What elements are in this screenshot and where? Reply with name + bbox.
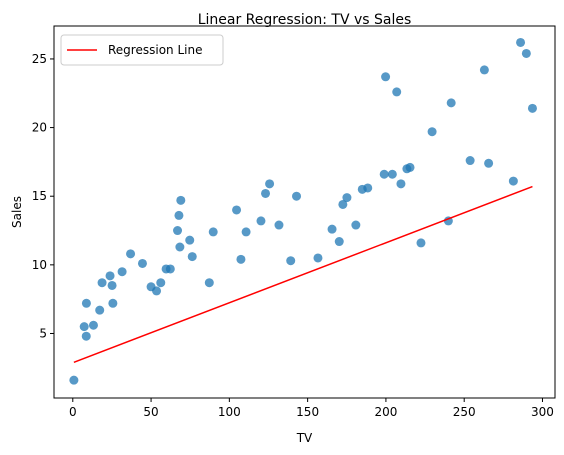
scatter-point — [427, 127, 437, 137]
scatter-points — [69, 37, 537, 385]
scatter-point — [405, 162, 415, 172]
x-tick-label: 0 — [69, 405, 77, 419]
y-tick-label: 15 — [32, 189, 47, 203]
scatter-point — [256, 216, 266, 226]
scatter-point — [176, 195, 186, 205]
plot-frame — [53, 25, 556, 399]
scatter-point — [174, 210, 184, 220]
scatter-point — [521, 48, 531, 58]
legend-label-regression-line: Regression Line — [108, 43, 202, 57]
scatter-point — [204, 278, 214, 288]
scatter-point — [107, 280, 117, 290]
scatter-point — [69, 375, 79, 385]
scatter-point — [265, 179, 275, 189]
scatter-point — [286, 256, 296, 266]
scatter-point — [313, 253, 323, 263]
x-axis-title: TV — [296, 431, 313, 445]
scatter-point — [97, 278, 107, 288]
scatter-point — [292, 191, 302, 201]
x-tick-label: 150 — [296, 405, 319, 419]
scatter-point — [484, 158, 494, 168]
scatter-point — [208, 227, 218, 237]
scatter-point — [173, 226, 183, 236]
scatter-point — [165, 264, 175, 274]
scatter-point — [81, 331, 91, 341]
scatter-point — [342, 193, 352, 203]
scatter-point — [236, 254, 246, 264]
scatter-point — [175, 242, 185, 252]
scatter-point — [465, 156, 475, 166]
scatter-point — [117, 267, 127, 277]
scatter-point — [416, 238, 426, 248]
y-tick-label: 20 — [32, 121, 47, 135]
y-tick-label: 25 — [32, 52, 47, 66]
y-tick-label: 5 — [39, 326, 47, 340]
scatter-point — [387, 169, 397, 179]
x-tick-label: 100 — [218, 405, 241, 419]
scatter-point — [232, 205, 242, 215]
scatter-point — [334, 237, 344, 247]
legend: Regression Line — [60, 34, 224, 66]
scatter-point — [137, 258, 147, 268]
x-tick-label: 250 — [453, 405, 476, 419]
scatter-point — [108, 298, 118, 308]
x-tick-label: 200 — [374, 405, 397, 419]
scatter-point — [392, 87, 402, 97]
scatter-point — [95, 305, 105, 315]
scatter-point — [396, 179, 406, 189]
y-tick-label: 10 — [32, 258, 47, 272]
scatter-point — [327, 224, 337, 234]
scatter-point — [381, 72, 391, 82]
legend-box — [60, 34, 224, 66]
scatter-point — [274, 220, 284, 230]
scatter-point — [81, 298, 91, 308]
scatter-point — [187, 252, 197, 262]
scatter-point — [88, 320, 98, 330]
x-tick-label: 50 — [143, 405, 158, 419]
scatter-point — [479, 65, 489, 75]
scatter-point — [261, 188, 271, 198]
scatter-point — [79, 322, 89, 332]
scatter-point — [516, 37, 526, 47]
scatter-point — [126, 249, 136, 259]
scatter-point — [527, 103, 537, 113]
scatter-point — [351, 220, 361, 230]
x-tick-label: 300 — [531, 405, 554, 419]
scatter-point — [241, 227, 251, 237]
y-axis-ticks: 5 10 15 20 25 — [32, 52, 54, 340]
scatter-point — [185, 235, 195, 245]
y-axis-title: Sales — [10, 196, 24, 228]
scatter-point — [338, 199, 348, 209]
x-axis-ticks: 0 50 100 150 200 250 300 — [69, 398, 554, 419]
scatter-point — [508, 176, 518, 186]
scatter-point — [379, 169, 389, 179]
scatter-point — [105, 271, 115, 281]
regression-line-group — [73, 185, 533, 364]
scatter-point — [156, 278, 166, 288]
scatter-point — [446, 98, 456, 108]
scatter-point — [363, 183, 373, 193]
regression-line — [73, 185, 533, 364]
scatter-point — [152, 286, 162, 296]
chart-title: Linear Regression: TV vs Sales — [198, 12, 412, 28]
